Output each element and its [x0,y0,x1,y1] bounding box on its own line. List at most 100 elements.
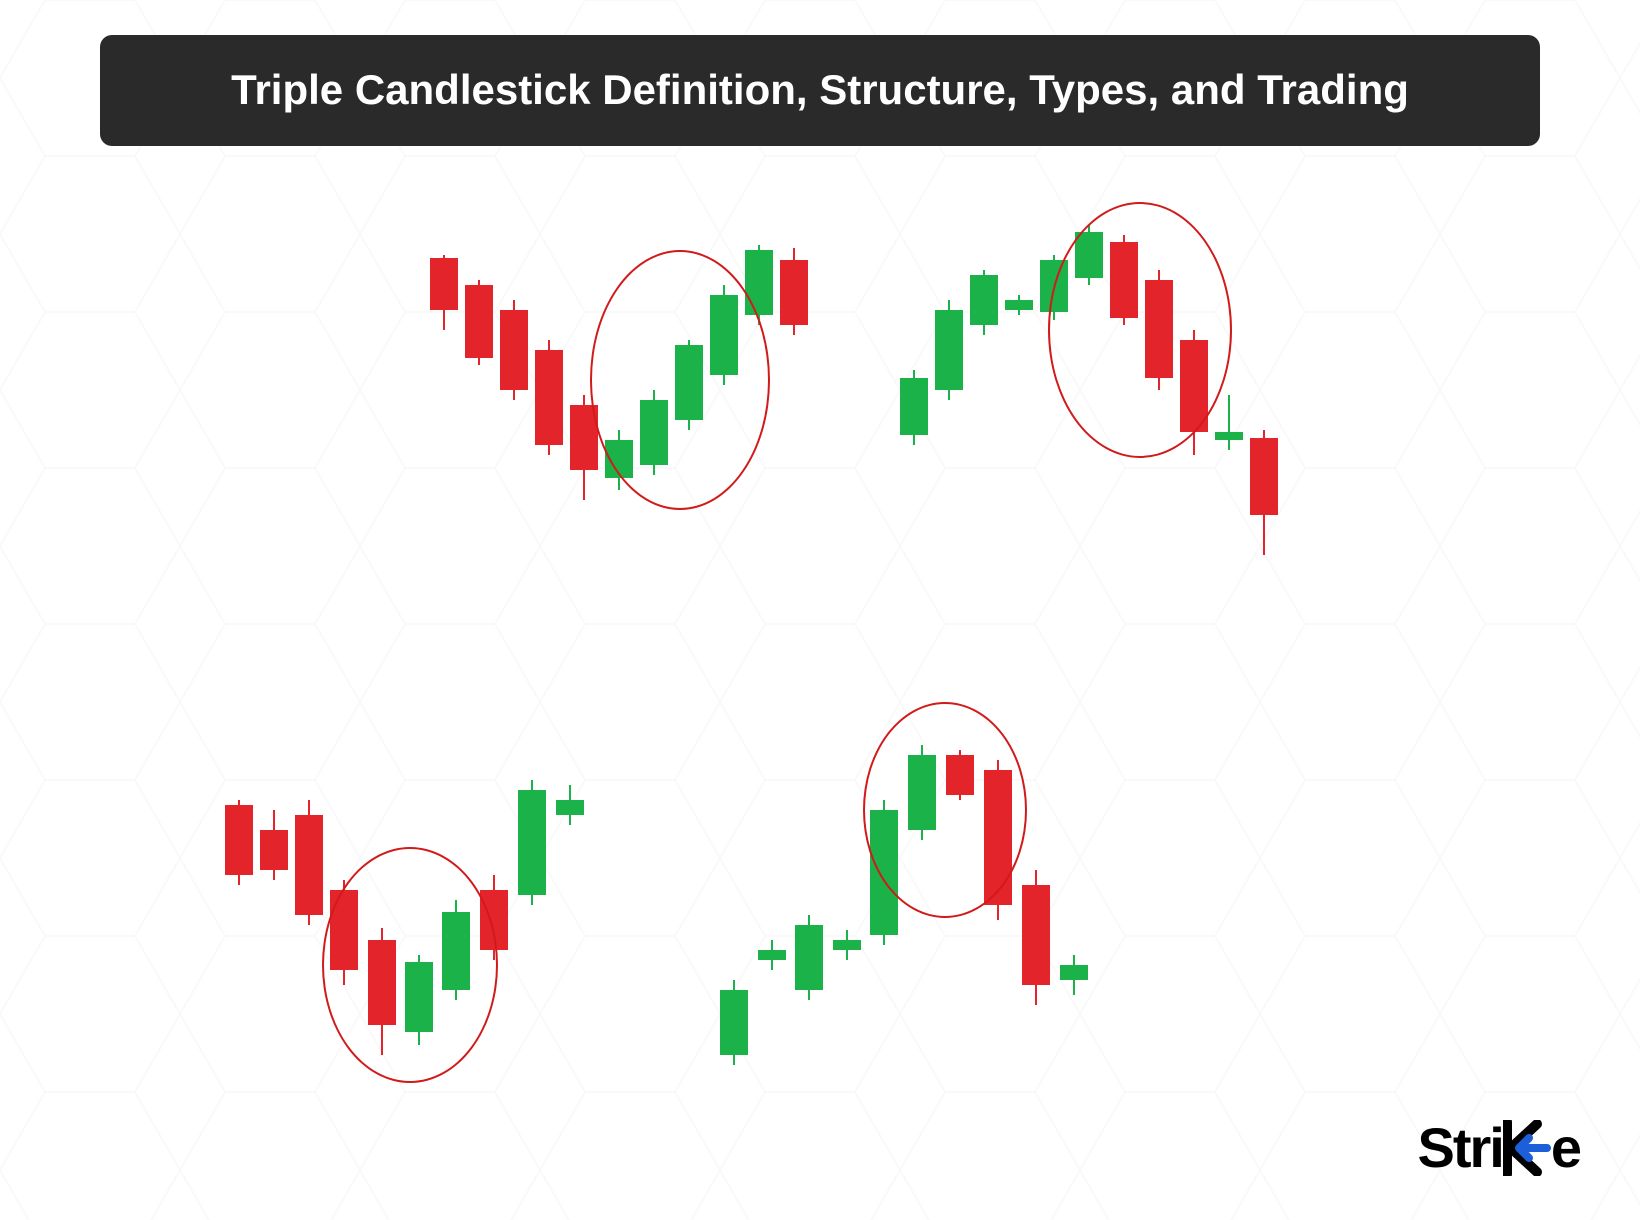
candle-wick [343,880,345,985]
candle-wick [1053,255,1055,320]
candle-body [260,830,288,870]
candle-body [675,345,703,420]
pattern-highlight-ellipse [1048,202,1232,458]
candle-wick [723,285,725,385]
candlestick [1215,0,1243,1220]
logo-k-arrow-icon [1503,1120,1551,1176]
candle-body [1022,885,1050,985]
candle-body [1110,242,1138,318]
candle-wick [493,875,495,960]
candle-wick [569,785,571,825]
candle-wick [758,245,760,325]
candle-body [1075,232,1103,278]
candle-wick [948,300,950,400]
candle-wick [1228,395,1230,450]
candle-wick [548,340,550,455]
logo-text-before: Stri [1417,1115,1502,1180]
candle-body [935,310,963,390]
candlestick [518,0,546,1220]
candle-body [1145,280,1173,378]
candle-body [1180,340,1208,432]
candle-wick [238,800,240,885]
candle-body [465,285,493,358]
candlestick [946,0,974,1220]
candle-body [518,790,546,895]
candle-wick [418,955,420,1045]
candle-wick [455,900,457,1000]
candle-wick [846,930,848,960]
candlestick [405,0,433,1220]
candle-wick [1088,225,1090,285]
candle-body [442,912,470,990]
page-title: Triple Candlestick Definition, Structure… [140,63,1500,118]
candle-wick [478,280,480,365]
candle-body [970,275,998,325]
candle-body [1060,965,1088,980]
candle-body [430,258,458,310]
pattern-highlight-ellipse [590,250,770,510]
candlestick [780,0,808,1220]
candle-wick [997,760,999,920]
candle-wick [913,370,915,445]
candle-wick [959,750,961,800]
candlestick [442,0,470,1220]
candle-body [225,805,253,875]
candlestick [1075,0,1103,1220]
candle-wick [793,248,795,335]
candlestick [1040,0,1068,1220]
candlestick-charts-container [0,0,1640,1220]
candle-wick [1073,955,1075,995]
candlestick [710,0,738,1220]
pattern-highlight-ellipse [322,847,498,1083]
pattern-highlight-ellipse [863,702,1027,918]
candlestick [330,0,358,1220]
candle-body [556,800,584,815]
candlestick [295,0,323,1220]
candlestick [935,0,963,1220]
candle-body [720,990,748,1055]
background-hex-pattern [0,0,1640,1220]
logo-text-after: e [1551,1115,1580,1180]
candle-body [745,250,773,315]
candle-body [368,940,396,1025]
candle-wick [618,430,620,490]
candlestick [430,0,458,1220]
candle-wick [1193,330,1195,455]
candle-wick [921,745,923,840]
candlestick [870,0,898,1220]
candle-body [535,350,563,445]
candlestick [1022,0,1050,1220]
candle-wick [381,928,383,1055]
candle-body [795,925,823,990]
candlestick [908,0,936,1220]
candle-wick [771,940,773,970]
candlestick [570,0,598,1220]
candlestick [480,0,508,1220]
candle-body [295,815,323,915]
candlestick [1250,0,1278,1220]
candle-body [405,962,433,1032]
candle-body [480,890,508,950]
candle-wick [583,395,585,500]
candlestick [900,0,928,1220]
candlestick [640,0,668,1220]
candle-body [870,810,898,935]
candlestick [984,0,1012,1220]
candlestick [260,0,288,1220]
candle-body [758,950,786,960]
candle-wick [1263,430,1265,555]
candle-wick [883,800,885,945]
candle-wick [653,390,655,475]
candlestick [795,0,823,1220]
strike-logo: Stri e [1417,1115,1580,1180]
candle-body [1040,260,1068,312]
candlestick [225,0,253,1220]
candlestick [970,0,998,1220]
candle-wick [1123,235,1125,325]
candle-body [1215,432,1243,440]
candlestick [758,0,786,1220]
candle-wick [273,810,275,880]
candle-wick [1018,295,1020,315]
candle-body [780,260,808,325]
candle-body [570,405,598,470]
